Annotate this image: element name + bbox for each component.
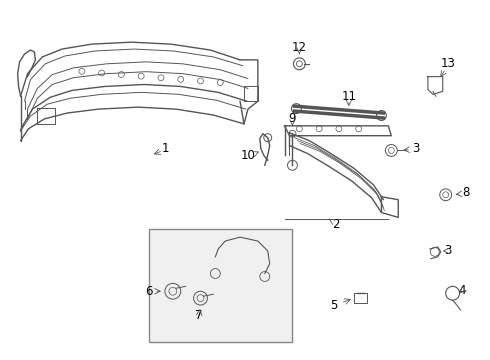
Text: 1: 1	[162, 142, 170, 155]
Text: 3: 3	[444, 244, 451, 257]
Text: 12: 12	[292, 41, 307, 54]
Text: 2: 2	[332, 218, 340, 231]
Text: 13: 13	[440, 57, 455, 70]
Text: 5: 5	[330, 298, 338, 311]
Text: 7: 7	[195, 309, 202, 322]
Text: 8: 8	[462, 186, 469, 199]
Text: 9: 9	[289, 112, 296, 125]
Text: 11: 11	[342, 90, 356, 103]
Text: 4: 4	[459, 284, 466, 297]
FancyBboxPatch shape	[149, 229, 293, 342]
Text: 6: 6	[146, 285, 153, 298]
Text: 3: 3	[413, 142, 420, 155]
Text: 10: 10	[241, 149, 255, 162]
